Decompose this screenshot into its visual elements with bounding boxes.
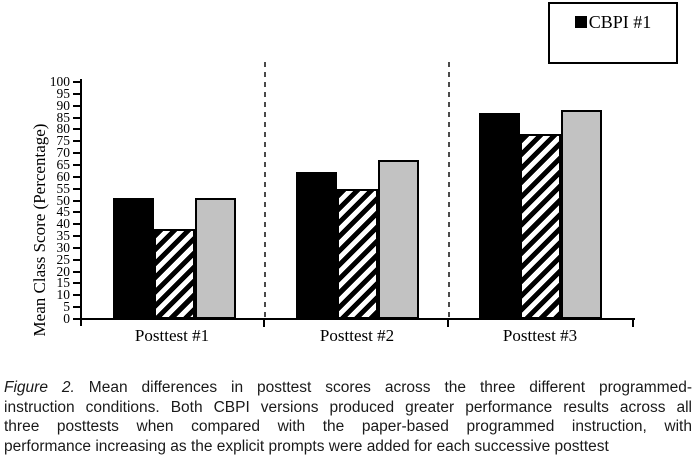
y-tick-label: 20	[56, 263, 71, 279]
y-tick-label: 95	[56, 85, 71, 101]
y-axis-line	[80, 79, 82, 326]
y-tick-mark	[73, 199, 80, 202]
bar-posttest-2-series-3	[378, 160, 419, 319]
y-tick-mark	[73, 294, 80, 297]
bar-posttest-3-series-2	[520, 134, 561, 319]
y-tick-label: 50	[56, 192, 71, 208]
caption-line-1: Figure 2. Mean differences in posttest s…	[4, 378, 692, 398]
y-tick-mark	[73, 175, 80, 178]
category-label-1: Posttest #1	[134, 326, 210, 345]
y-tick-label: 85	[56, 109, 71, 125]
y-tick-label: 55	[56, 180, 71, 196]
bar-posttest-3-series-3	[561, 110, 602, 319]
y-tick-mark	[73, 104, 80, 107]
y-tick-mark	[73, 152, 80, 155]
category-label-2: Posttest #2	[319, 326, 395, 345]
y-tick-label: 60	[56, 168, 71, 184]
y-tick-mark	[73, 187, 80, 190]
bar-posttest-1-series-3	[195, 198, 236, 319]
caption-line-1-text: Mean differences in posttest scores acro…	[88, 379, 693, 396]
y-tick-label: 15	[56, 275, 71, 291]
y-tick-label: 70	[56, 145, 71, 161]
y-tick-mark	[73, 128, 80, 131]
y-tick-mark	[73, 246, 80, 249]
group-separator-dashed-line-1	[264, 62, 266, 318]
y-tick-label: 35	[56, 228, 71, 244]
x-axis-line	[80, 318, 635, 320]
category-label-3: Posttest #3	[502, 326, 578, 345]
bar-posttest-3-series-1	[479, 112, 520, 319]
figure-caption: Figure 2. Mean differences in posttest s…	[4, 378, 692, 456]
y-tick-mark	[73, 81, 80, 83]
bar-posttest-1-series-2	[154, 228, 195, 319]
y-tick-label: 0	[63, 311, 70, 326]
y-tick-mark	[73, 318, 80, 320]
y-tick-mark	[73, 282, 80, 285]
bar-posttest-1-series-1	[113, 198, 154, 319]
y-tick-mark	[73, 116, 80, 119]
y-tick-label: 45	[56, 204, 71, 220]
bar-posttest-2-series-1	[296, 172, 337, 319]
y-tick-mark	[73, 270, 80, 273]
y-tick-mark	[73, 140, 80, 143]
legend-box: CBPI #1	[548, 2, 678, 64]
y-tick-mark	[73, 211, 80, 214]
caption-line-3: three posttests when compared with the p…	[4, 418, 692, 435]
x-tick-mark	[263, 318, 265, 327]
caption-figure-label: Figure 2.	[4, 379, 75, 396]
y-tick-label: 100	[49, 74, 70, 89]
legend-entry-cbpi1: CBPI #1	[550, 13, 676, 31]
bar-posttest-2-series-2	[337, 188, 378, 319]
y-tick-mark	[73, 92, 80, 95]
y-tick-label: 25	[56, 251, 71, 267]
y-tick-label: 90	[56, 97, 71, 113]
x-tick-mark	[447, 318, 449, 327]
y-tick-label: 80	[56, 121, 71, 137]
y-tick-label: 5	[63, 299, 70, 315]
y-tick-mark	[73, 258, 80, 261]
caption-line-4: performance increasing as the explicit p…	[4, 437, 609, 455]
y-tick-mark	[73, 223, 80, 226]
group-separator-dashed-line-2	[448, 62, 450, 318]
y-tick-mark	[73, 235, 80, 238]
y-tick-label: 40	[56, 216, 71, 232]
y-tick-mark	[73, 163, 80, 166]
x-tick-mark	[632, 318, 634, 327]
caption-line-2: instruction conditions. Both CBPI versio…	[4, 398, 692, 416]
y-tick-label: 75	[56, 133, 71, 149]
y-tick-label: 30	[56, 239, 71, 255]
y-tick-label: 10	[56, 287, 71, 303]
black-square-swatch-icon	[574, 16, 587, 28]
y-tick-mark	[73, 306, 80, 309]
legend-label: CBPI #1	[588, 12, 652, 32]
y-tick-label: 65	[56, 156, 71, 172]
